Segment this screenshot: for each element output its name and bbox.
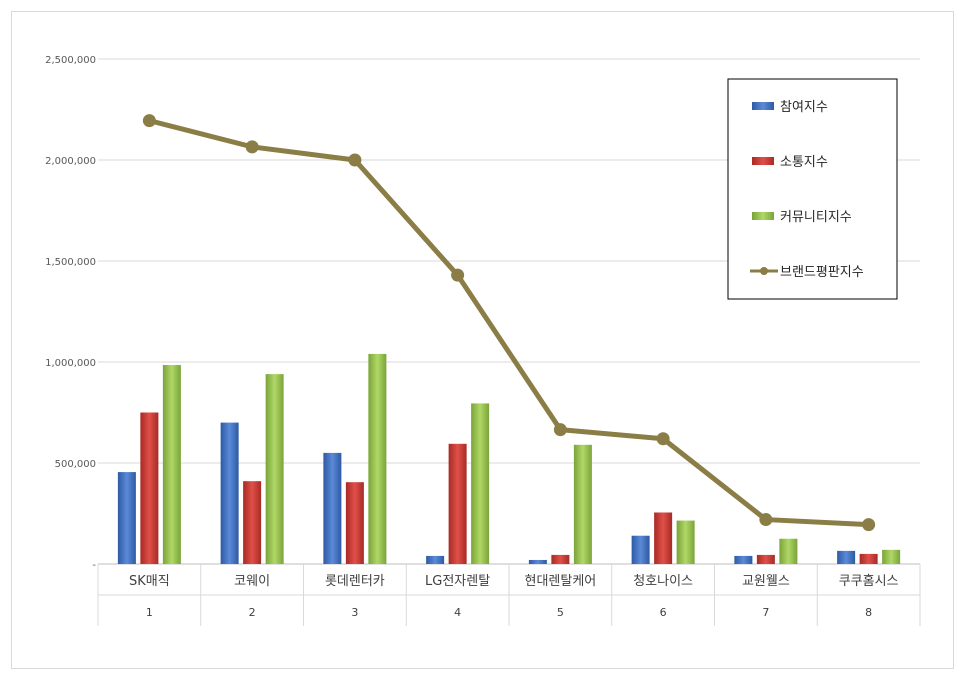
- bar-1-7: [734, 555, 753, 564]
- x-index-label: 4: [454, 606, 461, 619]
- y-tick-label: 2,500,000: [45, 55, 96, 66]
- legend-label: 소통지수: [780, 155, 828, 170]
- bar-1-6: [631, 535, 650, 564]
- bar-1-5: [528, 559, 547, 564]
- legend-swatch: [752, 157, 774, 165]
- axes: - 500,000 1,000,000 1,500,000 2,000,000 2,500…: [45, 55, 921, 626]
- bar-2-8: [859, 553, 878, 564]
- bar-1-1: [117, 472, 136, 564]
- line-point-4: [451, 268, 465, 282]
- x-index-label: 2: [249, 606, 256, 619]
- bar-3-2: [265, 374, 284, 564]
- y-tick-label: 500,000: [55, 459, 96, 470]
- bar-3-5: [573, 444, 592, 564]
- x-category-label: 쿠쿠홈시스: [839, 574, 899, 589]
- bar-2-3: [345, 482, 364, 564]
- y-tick-label: -: [92, 560, 96, 571]
- line-point-2: [245, 140, 259, 154]
- line-series: [142, 114, 876, 532]
- bar-1-3: [323, 452, 342, 564]
- x-category-label: 교원웰스: [742, 574, 790, 589]
- bar-2-5: [551, 554, 570, 564]
- bar-3-6: [676, 520, 695, 564]
- line-brand-reputation: [148, 118, 869, 528]
- y-tick-label: 1,000,000: [45, 358, 96, 369]
- bar-2-7: [756, 554, 775, 564]
- bar-3-8: [882, 549, 901, 564]
- x-category-label: 현대렌탈케어: [524, 574, 596, 589]
- bar-3-1: [162, 365, 181, 564]
- line-point-5: [553, 423, 567, 437]
- x-category-label: LG전자렌탈: [425, 574, 490, 589]
- bar-2-4: [448, 443, 467, 564]
- legend-swatch: [752, 102, 774, 110]
- line-point-8: [862, 518, 876, 532]
- bar-2-2: [243, 481, 262, 564]
- chart-svg: - 500,000 1,000,000 1,500,000 2,000,000 2,500…: [45, 55, 921, 626]
- bar-3-3: [368, 353, 387, 564]
- bar-2-6: [654, 512, 673, 564]
- legend-label: 참여지수: [780, 100, 828, 115]
- y-tick-label: 1,500,000: [45, 257, 96, 268]
- legend-swatch: [752, 212, 774, 220]
- x-index-label: 7: [762, 606, 769, 619]
- x-index-label: 6: [660, 606, 667, 619]
- x-index-label: 1: [146, 606, 153, 619]
- legend-label: 브랜드평판지수: [780, 265, 864, 280]
- x-category-label: SK매직: [129, 574, 170, 589]
- bar-1-8: [837, 550, 856, 564]
- legend-marker: [760, 267, 768, 275]
- line-point-1: [142, 114, 156, 128]
- x-index-label: 3: [351, 606, 358, 619]
- bar-series: [117, 353, 901, 564]
- y-tick-label: 2,000,000: [45, 156, 96, 167]
- legend-box: [727, 78, 898, 300]
- x-category-label: 청호나이스: [633, 574, 693, 589]
- x-index-label: 5: [557, 606, 564, 619]
- line-point-6: [656, 432, 670, 446]
- x-category-label: 코웨이: [234, 574, 270, 589]
- bar-3-7: [779, 538, 798, 564]
- bar-1-2: [220, 422, 239, 564]
- line-point-3: [348, 153, 362, 167]
- legend-label: 커뮤니티지수: [780, 210, 852, 225]
- bar-1-4: [426, 555, 445, 564]
- bar-3-4: [471, 403, 490, 564]
- x-index-label: 8: [865, 606, 872, 619]
- line-point-7: [759, 513, 773, 527]
- x-category-label: 롯데렌터카: [325, 574, 385, 589]
- bar-2-1: [140, 412, 159, 564]
- chart-frame: - 500,000 1,000,000 1,500,000 2,000,000 2,500…: [11, 11, 954, 669]
